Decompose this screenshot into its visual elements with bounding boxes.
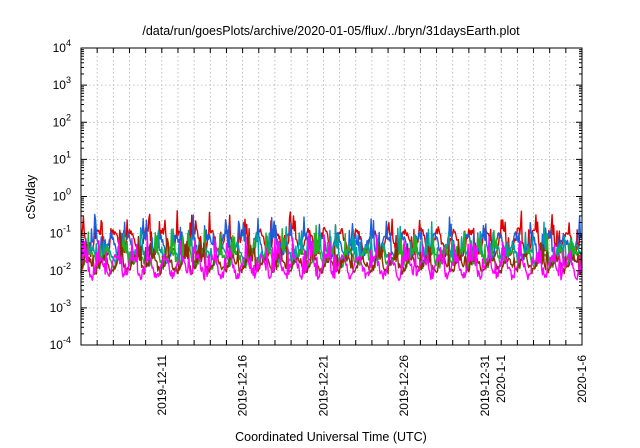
x-tick-label: 2020-1-1 — [494, 355, 508, 403]
y-tick-label: 104 — [53, 38, 71, 55]
plot-frame — [80, 47, 583, 346]
x-tick-label: 2019-12-31 — [478, 355, 492, 417]
y-tick-label: 10-2 — [50, 261, 71, 278]
y-axis: 10-4 10-3 10-2 10-1 100 101 102 103 104 — [50, 38, 582, 352]
x-tick-label: 2019-12-11 — [155, 355, 169, 416]
y-tick-label: 101 — [53, 149, 71, 166]
grid-lines — [81, 48, 582, 345]
y-tick-label: 10-4 — [50, 335, 71, 352]
x-tick-label: 2020-1-6 — [575, 355, 589, 403]
x-tick-label: 2019-12-21 — [316, 355, 330, 417]
x-tick-label: 2019-12-16 — [236, 355, 250, 417]
series-line — [80, 233, 583, 281]
y-tick-label: 100 — [53, 187, 71, 204]
y-tick-label: 102 — [53, 112, 71, 129]
x-tick-label: 2019-12-26 — [397, 355, 411, 417]
series-lines — [80, 210, 583, 281]
y-tick-label: 10-3 — [50, 298, 71, 315]
y-tick-label: 103 — [53, 75, 71, 92]
y-tick-label: 10-1 — [50, 224, 71, 241]
chart-title: /data/run/goesPlots/archive/2020-01-05/f… — [142, 24, 520, 38]
y-axis-label: cSv/day — [24, 174, 38, 219]
x-axis: 2019-12-11 2019-12-16 2019-12-21 2019-12-26… — [80, 48, 589, 417]
x-axis-label: Coordinated Universal Time (UTC) — [235, 430, 427, 444]
series-line — [80, 213, 583, 263]
